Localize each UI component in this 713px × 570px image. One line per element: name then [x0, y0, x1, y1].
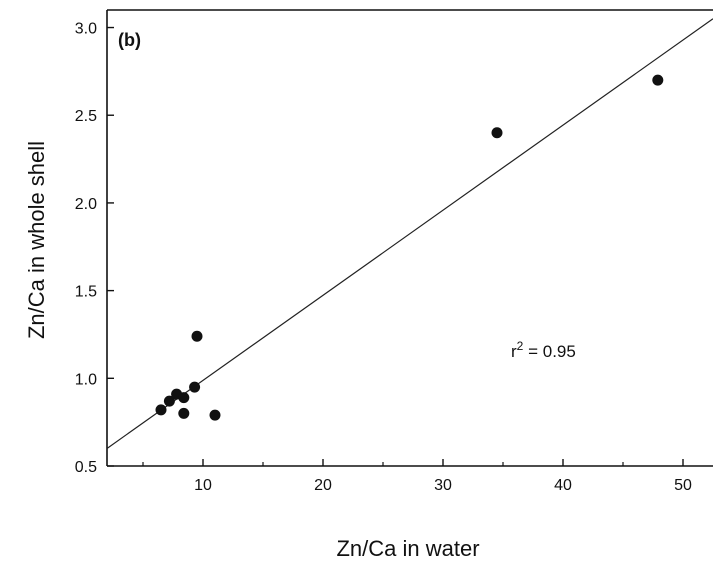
panel-label: (b)	[118, 30, 141, 50]
data-point	[209, 409, 221, 421]
x-tick-label: 50	[674, 477, 692, 494]
data-points	[155, 74, 664, 421]
regression-line	[106, 18, 713, 449]
r-squared-value: = 0.95	[523, 342, 575, 361]
x-tick-label: 40	[554, 477, 572, 494]
data-point	[652, 74, 664, 86]
y-tick-label: 1.0	[75, 371, 97, 388]
regression-line-layer	[106, 18, 713, 449]
r-squared-annotation: r2 = 0.95	[511, 339, 576, 361]
x-tick-label: 10	[194, 477, 212, 494]
x-tick-label: 30	[434, 477, 452, 494]
data-point	[155, 404, 167, 416]
data-point	[189, 381, 201, 393]
data-point	[178, 407, 190, 419]
data-point	[178, 392, 190, 404]
y-tick-label: 2.5	[75, 108, 97, 125]
y-tick-label: 3.0	[75, 21, 97, 38]
r-squared-base: r	[511, 342, 517, 361]
data-point	[191, 330, 203, 342]
ticks: 10 20 30 40 50 0.5 1.0 1.5 2.0 2.5 3.0	[75, 21, 692, 494]
data-point	[163, 395, 175, 407]
x-tick-label: 20	[314, 477, 332, 494]
data-point	[491, 127, 503, 139]
y-axis-title: Zn/Ca in whole shell	[24, 141, 49, 339]
y-tick-label: 0.5	[75, 459, 97, 476]
y-tick-label: 1.5	[75, 284, 97, 301]
x-axis-title: Zn/Ca in water	[336, 536, 479, 561]
axes	[106, 9, 713, 467]
y-tick-label: 2.0	[75, 196, 97, 213]
r-squared-sup: 2	[517, 339, 524, 353]
